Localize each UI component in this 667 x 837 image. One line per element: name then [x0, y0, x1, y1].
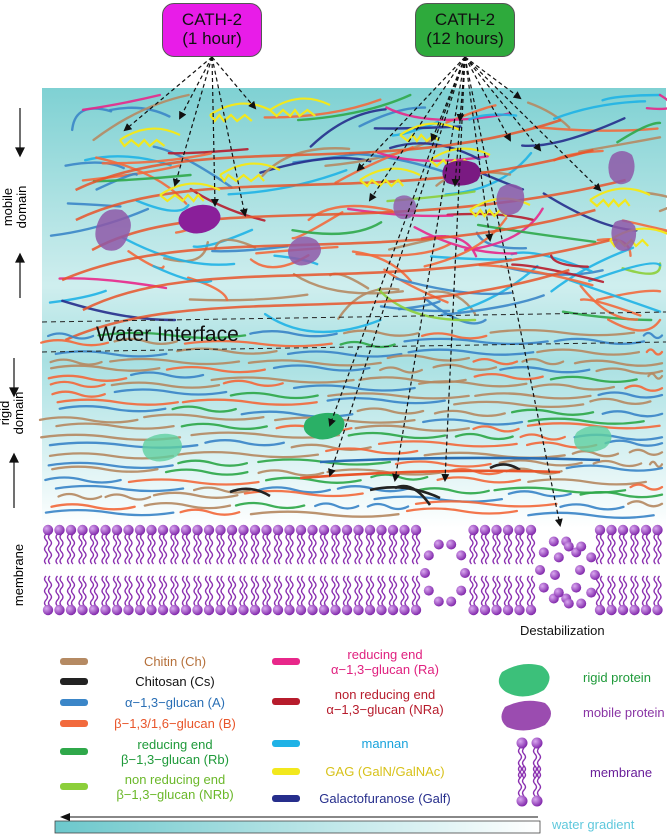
legend-swatches	[60, 658, 300, 802]
legend-swatch-middle-3	[272, 768, 300, 775]
legend-item-right-0: rigid protein	[583, 670, 651, 685]
legend-item-middle-4: Galactofuranose (Galf)	[319, 791, 451, 806]
lipid-icon	[516, 737, 543, 807]
rigid-protein-1	[142, 433, 182, 462]
cath2-1hour-badge: CATH-2 (1 hour)	[162, 3, 262, 57]
legend-item-middle-2: mannan	[361, 736, 409, 751]
mobile-protein-3	[288, 236, 321, 266]
water-interface-label: Water Interface	[96, 323, 239, 346]
cath2-arrows	[123, 56, 602, 527]
legend-item-middle-3: GAG (GalN/GalNAc)	[325, 764, 445, 779]
mobile-protein-7	[608, 151, 635, 185]
mobile-protein-5	[496, 184, 525, 216]
destabilization-label: Destabilization	[520, 623, 605, 638]
legend-item-left-4: reducing end β−1,3−glucan (Rb)	[121, 736, 229, 767]
mobile-domain-arrows	[9, 108, 25, 508]
proteins	[95, 151, 637, 462]
legend-swatch-left-2	[60, 699, 88, 706]
legend-item-middle-1: non reducing end α−1,3−glucan (NRa)	[326, 686, 444, 717]
legend-item-left-3: β−1,3/1,6−glucan (B)	[114, 716, 236, 731]
cath2-12hours-badge: CATH-2 (12 hours)	[415, 3, 515, 57]
rigid-protein-icon	[498, 664, 550, 697]
legend-swatch-left-3	[60, 720, 88, 727]
water-gradient-bar	[54, 820, 541, 834]
legend-item-left-2: α−1,3−glucan (A)	[124, 695, 226, 710]
legend-item-left-1: Chitosan (Cs)	[135, 674, 215, 689]
mobile-protein-2	[178, 204, 221, 234]
legend-swatch-left-0	[60, 658, 88, 665]
legend-swatch-left-4	[60, 748, 88, 755]
badge-left-line2: (1 hour)	[182, 29, 242, 48]
legend-swatch-middle-4	[272, 795, 300, 802]
legend-item-right-1: mobile protein	[583, 705, 665, 720]
mobile-protein-6	[393, 195, 417, 220]
legend-swatch-left-1	[60, 678, 88, 685]
badge-left-line1: CATH-2	[181, 10, 243, 29]
membrane-label: membrane	[11, 543, 26, 607]
mobile-domain-label: mobile domain	[0, 185, 29, 229]
membrane-bilayer	[42, 524, 663, 616]
gradient-arrow	[60, 813, 538, 821]
mobile-protein-4	[442, 160, 481, 186]
legend-swatch-left-5	[60, 783, 88, 790]
rigid-domain-label: rigid domain	[0, 391, 26, 435]
water-gradient-label: water gradient	[552, 817, 635, 832]
legend-item-left-0: Chitin (Ch)	[143, 654, 207, 669]
legend-icons	[498, 664, 551, 807]
mobile-protein-icon	[501, 700, 551, 731]
polysaccharide-fibers	[38, 93, 667, 519]
badge-right-line1: CATH-2	[434, 10, 496, 29]
legend-swatch-middle-2	[272, 740, 300, 747]
legend-swatch-middle-0	[272, 658, 300, 665]
legend-item-right-2: membrane	[590, 765, 653, 780]
mobile-protein-8	[611, 219, 637, 251]
mobile-protein-1	[95, 209, 131, 251]
legend-swatch-middle-1	[272, 698, 300, 705]
legend-item-middle-0: reducing end α−1,3−glucan (Ra)	[331, 646, 439, 677]
badge-right-line2: (12 hours)	[426, 29, 504, 48]
rigid-protein-3	[574, 425, 612, 452]
legend-item-left-5: non reducing end β−1,3−glucan (NRb)	[116, 771, 234, 802]
